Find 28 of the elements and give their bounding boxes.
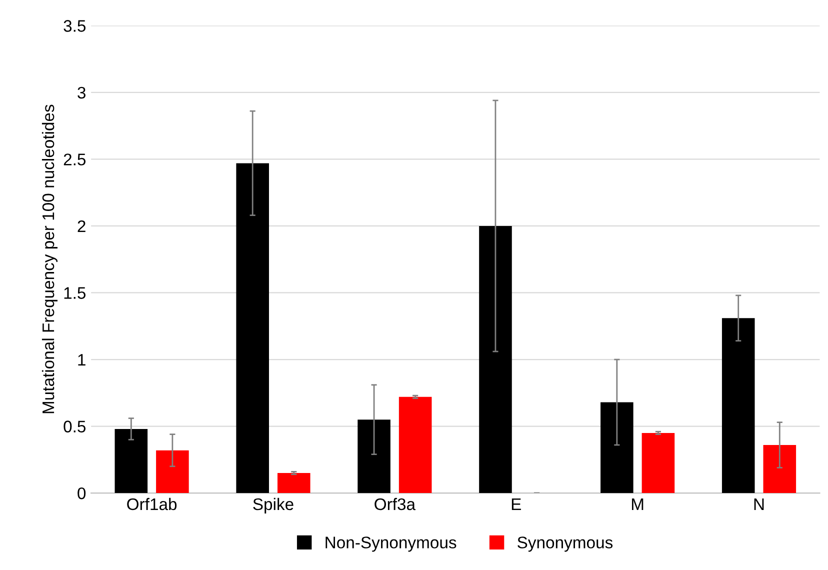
x-tick-label: M bbox=[632, 498, 644, 510]
bar bbox=[156, 450, 189, 494]
bar bbox=[642, 432, 675, 494]
bar bbox=[236, 163, 269, 494]
bar bbox=[479, 226, 512, 494]
bar bbox=[763, 444, 796, 494]
bar bbox=[600, 402, 634, 494]
x-tick-label: N bbox=[754, 498, 764, 510]
y-tick-label: 0 bbox=[78, 487, 86, 500]
legend-label: Synonymous bbox=[518, 536, 613, 552]
y-tick-label: 3.5 bbox=[64, 20, 86, 32]
y-axis-title: Mutational Frequency per 100 nucleotides bbox=[42, 104, 58, 414]
y-tick-label: 3 bbox=[78, 86, 86, 99]
bar bbox=[722, 318, 755, 494]
y-tick-label: 1.5 bbox=[64, 287, 86, 299]
bar bbox=[358, 420, 390, 494]
bar bbox=[398, 396, 432, 494]
x-tick-label: Orf3a bbox=[374, 498, 416, 510]
x-tick-label: Spike bbox=[253, 498, 294, 514]
legend-label: Non-Synonymous bbox=[326, 536, 456, 552]
y-tick-label: 2 bbox=[78, 220, 86, 232]
x-tick-label: Orf1ab bbox=[127, 498, 177, 510]
bar bbox=[277, 473, 310, 494]
bar bbox=[114, 428, 148, 494]
y-tick-label: 1 bbox=[78, 354, 86, 366]
y-tick-label: 0.5 bbox=[64, 420, 86, 432]
y-tick-label: 2.5 bbox=[64, 154, 86, 166]
x-tick-label: E bbox=[512, 498, 521, 510]
